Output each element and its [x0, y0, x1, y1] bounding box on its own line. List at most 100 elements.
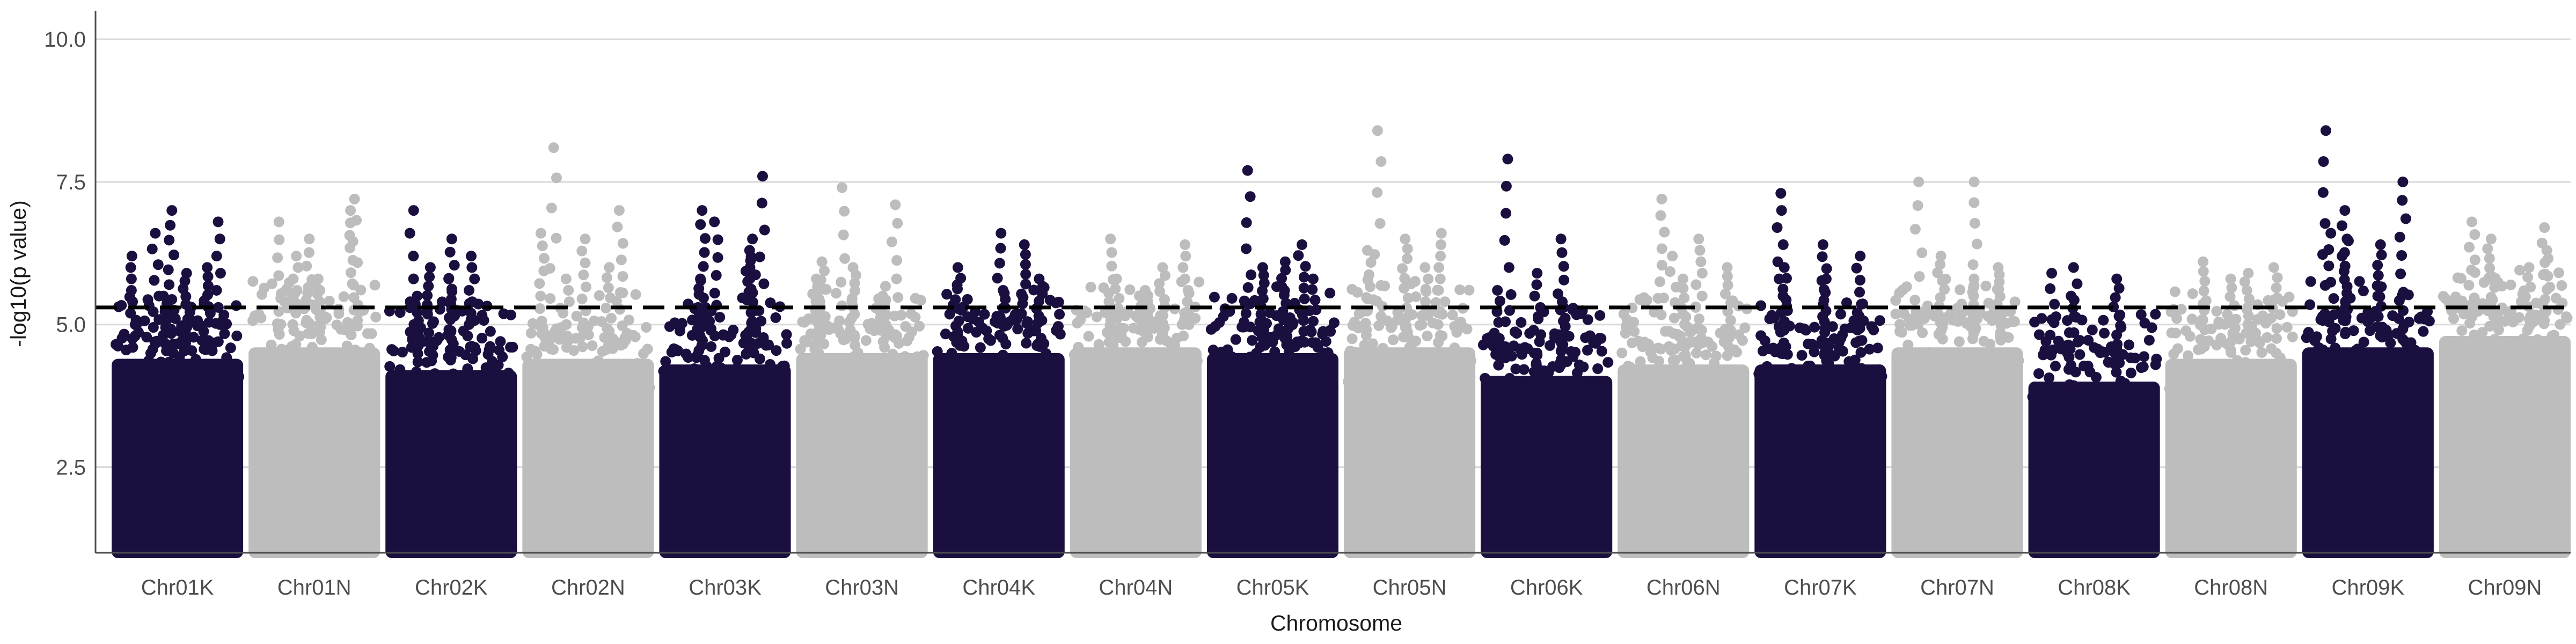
- data-point: [491, 372, 502, 383]
- point-cloud-Chr01N: [248, 347, 380, 558]
- data-point: [2150, 309, 2161, 320]
- data-point: [1855, 347, 1867, 358]
- data-point: [1856, 298, 1867, 310]
- data-point: [165, 219, 176, 231]
- data-point: [695, 219, 706, 230]
- data-point: [2469, 229, 2480, 240]
- peak-point: [213, 216, 224, 228]
- chromosome-Chr03N: [795, 182, 929, 558]
- data-point: [465, 308, 477, 319]
- data-point: [413, 315, 424, 326]
- data-point: [305, 349, 316, 361]
- data-point: [611, 363, 623, 375]
- point-cloud-Chr03K: [659, 364, 791, 558]
- data-point: [164, 356, 175, 368]
- data-point: [213, 369, 224, 380]
- data-point: [946, 348, 957, 359]
- data-point: [1016, 288, 1027, 299]
- data-point: [689, 363, 700, 375]
- data-point: [1097, 347, 1109, 358]
- chromosome-Chr02K: [384, 205, 518, 558]
- data-point: [2525, 281, 2536, 292]
- data-point: [1298, 315, 1309, 326]
- data-point: [1157, 310, 1168, 321]
- data-point: [1584, 398, 1595, 409]
- data-point: [1316, 363, 1328, 375]
- data-point: [398, 397, 409, 408]
- data-point: [1021, 338, 1032, 349]
- data-point: [1364, 269, 1375, 280]
- data-point: [1430, 297, 1441, 308]
- data-point: [1503, 262, 1514, 273]
- data-point: [2241, 284, 2252, 296]
- data-point: [1128, 353, 1139, 364]
- data-point: [2509, 345, 2521, 356]
- data-point: [505, 309, 516, 320]
- data-point: [1093, 339, 1104, 350]
- peak-point: [1279, 256, 1291, 267]
- data-point: [1191, 355, 1203, 367]
- data-point: [400, 374, 412, 385]
- data-point: [112, 340, 123, 352]
- data-point: [422, 309, 433, 320]
- data-point: [658, 365, 669, 377]
- data-point: [2172, 343, 2183, 354]
- data-point: [551, 172, 562, 184]
- data-point: [1854, 323, 1865, 334]
- data-point: [698, 292, 709, 304]
- data-point: [2027, 391, 2038, 402]
- chromosome-Chr08N: [2164, 256, 2298, 558]
- peak-point: [1693, 233, 1704, 245]
- data-point: [1670, 354, 1681, 365]
- data-point: [2376, 250, 2387, 261]
- data-point: [1360, 318, 1371, 329]
- data-point: [2169, 286, 2180, 297]
- data-point: [1081, 307, 1093, 318]
- x-tick-label: Chr09N: [2468, 576, 2542, 599]
- peak-point: [1436, 228, 1447, 239]
- data-point: [535, 290, 546, 302]
- data-point: [1021, 318, 1033, 329]
- data-point: [1349, 346, 1360, 357]
- peak-point: [2320, 125, 2331, 136]
- data-point: [581, 281, 592, 292]
- data-point: [537, 240, 548, 252]
- data-point: [2063, 352, 2075, 363]
- data-point: [1269, 346, 1280, 357]
- data-point: [1586, 376, 1597, 387]
- peak-point: [1817, 239, 1828, 250]
- x-tick-label: Chr09K: [2332, 576, 2405, 599]
- data-point: [1208, 345, 1219, 356]
- data-point: [2281, 321, 2293, 333]
- data-point: [955, 273, 967, 284]
- peak-point: [2225, 273, 2236, 284]
- data-point: [2080, 386, 2091, 397]
- data-point: [423, 327, 435, 339]
- data-point: [2114, 357, 2125, 369]
- data-point: [605, 312, 617, 324]
- data-point: [906, 326, 918, 338]
- data-point: [765, 358, 776, 370]
- data-point: [1855, 275, 1866, 286]
- data-point: [891, 273, 902, 284]
- peak-point: [1656, 193, 1667, 204]
- peak-point: [2068, 262, 2079, 273]
- data-point: [1684, 357, 1695, 369]
- x-tick-label: Chr06K: [1510, 576, 1583, 599]
- data-point: [1526, 395, 1538, 406]
- data-point: [1138, 368, 1150, 379]
- data-point: [601, 272, 612, 283]
- data-point: [1433, 262, 1445, 273]
- data-point: [2238, 384, 2249, 395]
- data-point: [1950, 364, 1961, 376]
- data-point: [1346, 333, 1358, 345]
- peak-point: [535, 228, 546, 239]
- data-point: [314, 319, 325, 330]
- data-point: [1630, 379, 1642, 390]
- data-point: [711, 270, 722, 281]
- data-point: [2311, 331, 2322, 342]
- data-point: [714, 312, 726, 323]
- data-point: [744, 273, 756, 284]
- data-point: [1916, 247, 1928, 259]
- data-point: [368, 374, 379, 385]
